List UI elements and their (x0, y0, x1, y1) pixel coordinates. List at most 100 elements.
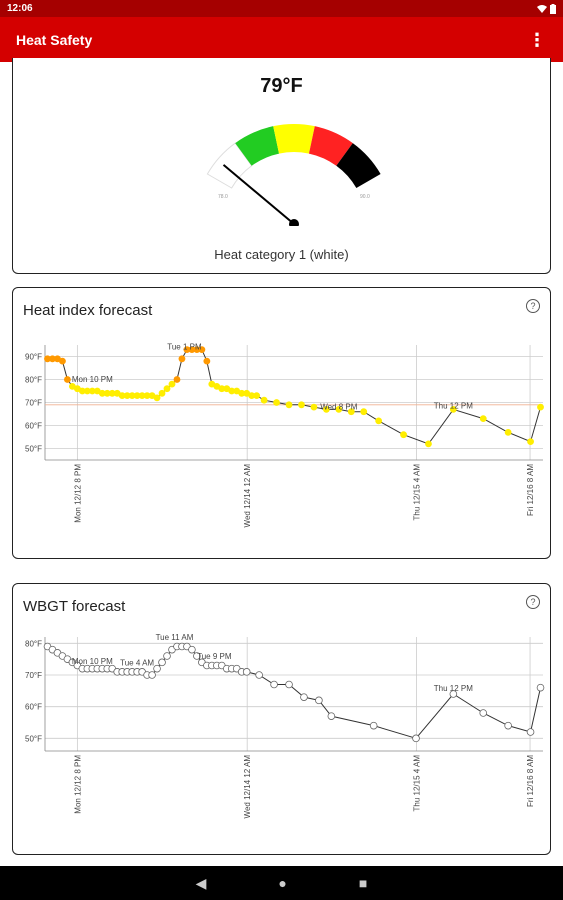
data-point (298, 401, 305, 409)
app-title: Heat Safety (16, 31, 93, 48)
x-tick-label: Thu 12/15 4 AM (413, 464, 422, 521)
data-point (193, 652, 201, 660)
point-annotation: Tue 4 AM (120, 659, 154, 668)
gauge-min-label: 78.0 (218, 194, 228, 200)
x-tick-label: Wed 12/14 12 AM (243, 464, 252, 528)
heat-index-card: Heat index forecast ? 90°F 80°F 70°F 60°F 50… (12, 287, 551, 559)
x-tick-label: Fri 12/16 8 AM (526, 464, 535, 516)
help-circle-icon[interactable]: ? (526, 595, 540, 609)
data-point (270, 680, 278, 689)
y-tick-label: 90°F (25, 353, 42, 362)
data-point (285, 680, 293, 689)
x-tick-label: Mon 12/12 8 PM (73, 464, 82, 523)
help-circle-icon[interactable]: ? (526, 299, 540, 313)
data-point (400, 431, 407, 439)
data-point (347, 408, 355, 416)
data-point (238, 389, 246, 397)
data-point (168, 380, 176, 388)
gauge-band (273, 124, 315, 154)
y-tick-label: 70°F (25, 399, 42, 408)
data-point (163, 385, 171, 393)
gauge-needle (222, 164, 295, 225)
data-point (178, 355, 186, 363)
data-point (327, 712, 336, 720)
data-point (163, 652, 171, 660)
gauge-band (336, 143, 381, 188)
data-point (449, 690, 458, 698)
data-point (412, 734, 420, 743)
data-point (479, 709, 488, 717)
x-tick-label: Mon 12/12 8 PM (73, 755, 82, 814)
data-point (536, 683, 545, 692)
data-point (242, 668, 251, 676)
point-annotation: Thu 12 PM (434, 684, 473, 693)
data-point (78, 387, 86, 395)
back-icon[interactable]: ◀ (195, 874, 207, 891)
heat-gauge: 78.0 90.0 (206, 124, 381, 226)
data-point (260, 396, 268, 404)
data-point (253, 392, 261, 399)
gauge-band (235, 126, 280, 166)
data-point (88, 387, 96, 395)
data-point (158, 658, 166, 667)
battery-icon (550, 3, 556, 14)
y-tick-label: 50°F (25, 445, 42, 454)
status-time: 12:06 (7, 3, 33, 14)
more-vert-icon[interactable]: ⋮ (528, 29, 546, 50)
data-point (118, 392, 126, 399)
point-annotation: Tue 1 PM (167, 343, 202, 352)
y-tick-label: 50°F (25, 734, 42, 743)
data-point (83, 387, 91, 395)
data-point (203, 357, 211, 365)
data-point (360, 408, 368, 416)
data-point (273, 399, 280, 406)
y-tick-label: 60°F (25, 422, 42, 431)
x-tick-label: Wed 12/14 12 AM (243, 755, 252, 819)
data-point (173, 376, 181, 383)
home-icon[interactable]: ● (278, 875, 287, 891)
data-point (123, 392, 131, 399)
data-point (153, 664, 161, 673)
data-point (218, 385, 226, 393)
wbgt-title: WBGT forecast (23, 598, 126, 615)
y-tick-label: 80°F (25, 639, 42, 648)
recents-icon[interactable]: ■ (358, 875, 368, 891)
data-point (300, 693, 308, 701)
data-point (153, 394, 161, 402)
data-point (198, 346, 206, 353)
current-temperature: 79°F (260, 75, 303, 97)
navigation-bar: ◀ ● ■ (0, 866, 563, 900)
data-point (310, 403, 318, 411)
x-tick-label: Fri 12/16 8 AM (526, 755, 535, 807)
point-annotation: Tue 9 PM (197, 652, 232, 661)
data-point (369, 721, 378, 730)
data-point (158, 389, 166, 397)
data-point (188, 645, 196, 654)
point-annotation: Mon 10 PM (72, 375, 113, 384)
x-tick-label: Thu 12/15 4 AM (413, 755, 422, 812)
data-point (479, 415, 487, 422)
y-tick-label: 70°F (25, 671, 42, 680)
data-point (315, 696, 323, 705)
data-point (425, 440, 432, 448)
point-annotation: Mon 10 PM (72, 657, 113, 666)
gauge-needle-hub (289, 219, 299, 226)
heat-gauge-card: 79°F 78.0 90.0 Heat category 1 (white) (12, 58, 551, 274)
gauge-max-label: 90.0 (360, 194, 370, 200)
data-point (248, 392, 256, 399)
data-point (133, 392, 141, 399)
data-point (59, 357, 66, 365)
data-point (526, 728, 535, 736)
data-point (103, 389, 111, 397)
y-tick-label: 80°F (25, 376, 42, 385)
data-point (228, 387, 236, 395)
data-point (98, 389, 106, 397)
data-point (322, 406, 330, 413)
data-point (335, 406, 343, 413)
data-point (128, 392, 136, 399)
point-annotation: Thu 12 PM (434, 401, 473, 410)
heat-category-label: Heat category 1 (white) (214, 247, 349, 262)
wbgt-chart: 80°F 70°F 60°F 50°F Mon 12/12 8 PM Wed 12/14 … (25, 633, 545, 819)
data-point (138, 392, 146, 399)
data-point (504, 721, 512, 730)
